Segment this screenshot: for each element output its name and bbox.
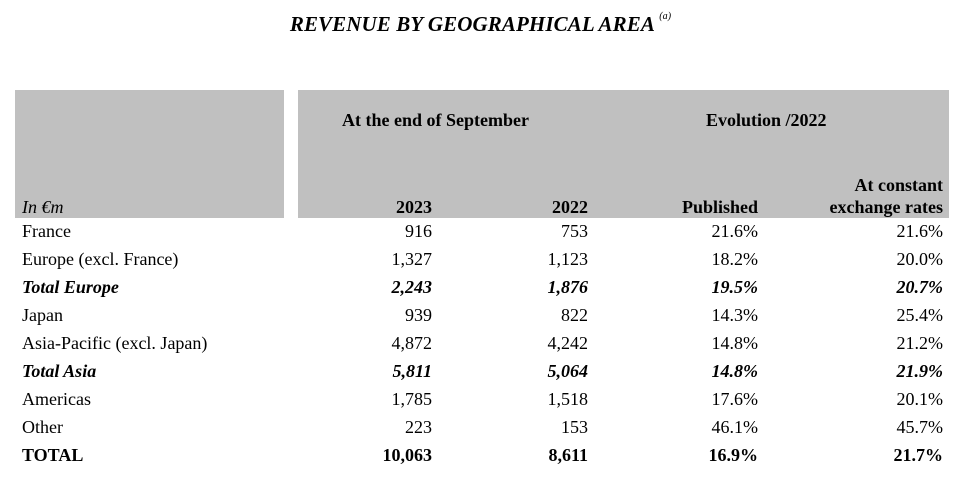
header-col-constant-rates: At constant exchange rates <box>790 174 943 218</box>
table-row: TOTAL 10,063 8,611 16.9% 21.7% <box>0 445 961 473</box>
row-label: Japan <box>22 305 63 325</box>
table-title: REVENUE BY GEOGRAPHICAL AREA (a) <box>0 11 961 37</box>
cell-constant-rates: 21.6% <box>896 221 944 241</box>
table-row: Other 223 153 46.1% 45.7% <box>0 417 961 445</box>
cell-2023: 223 <box>405 417 432 437</box>
row-label: Americas <box>22 389 91 409</box>
table-row: Total Europe 2,243 1,876 19.5% 20.7% <box>0 277 961 305</box>
cell-2023: 1,785 <box>391 389 433 409</box>
row-label: Total Asia <box>22 361 97 381</box>
cell-2023: 10,063 <box>382 445 433 465</box>
cell-2023: 2,243 <box>391 277 433 297</box>
cell-published: 46.1% <box>711 417 759 437</box>
header-col-constant-line2: exchange rates <box>829 197 943 217</box>
header-col-constant-line1: At constant <box>854 175 944 195</box>
cell-constant-rates: 25.4% <box>896 305 944 325</box>
cell-constant-rates: 21.7% <box>893 445 944 465</box>
cell-published: 19.5% <box>711 277 759 297</box>
cell-2022: 4,242 <box>547 333 589 353</box>
table-row: Japan 939 822 14.3% 25.4% <box>0 305 961 333</box>
table-row: Europe (excl. France) 1,327 1,123 18.2% 20.0… <box>0 249 961 277</box>
row-label: TOTAL <box>22 445 84 465</box>
cell-constant-rates: 20.0% <box>896 249 944 269</box>
row-label: Total Europe <box>22 277 119 297</box>
row-label: Europe (excl. France) <box>22 249 179 269</box>
cell-published: 17.6% <box>711 389 759 409</box>
header-group-evolution: Evolution /2022 <box>706 110 827 130</box>
table-row: Total Asia 5,811 5,064 14.8% 21.9% <box>0 361 961 389</box>
header-shade-label-column <box>15 90 284 218</box>
cell-constant-rates: 20.1% <box>896 389 944 409</box>
table-row: France 916 753 21.6% 21.6% <box>0 221 961 249</box>
row-label: Asia-Pacific (excl. Japan) <box>22 333 208 353</box>
header-col-2023: 2023 <box>396 197 432 217</box>
cell-2023: 939 <box>405 305 432 325</box>
cell-published: 14.8% <box>711 361 759 381</box>
header-unit-label: In €m <box>22 197 64 217</box>
cell-2022: 822 <box>561 305 588 325</box>
cell-constant-rates: 20.7% <box>896 277 944 297</box>
cell-published: 21.6% <box>711 221 759 241</box>
title-text: REVENUE BY GEOGRAPHICAL AREA <box>289 12 654 36</box>
table-row: Americas 1,785 1,518 17.6% 20.1% <box>0 389 961 417</box>
cell-2023: 4,872 <box>391 333 433 353</box>
cell-2023: 1,327 <box>391 249 433 269</box>
title-footnote-marker: (a) <box>659 11 672 22</box>
cell-2022: 1,518 <box>547 389 589 409</box>
header-col-published: Published <box>681 197 758 217</box>
cell-2023: 5,811 <box>392 361 432 381</box>
cell-constant-rates: 45.7% <box>896 417 944 437</box>
row-label: Other <box>22 417 63 437</box>
cell-2022: 5,064 <box>547 361 589 381</box>
cell-2022: 1,123 <box>547 249 589 269</box>
header-col-2022: 2022 <box>552 197 588 217</box>
cell-2022: 753 <box>561 221 588 241</box>
cell-2023: 916 <box>405 221 432 241</box>
header-group-period: At the end of September <box>342 110 529 130</box>
cell-constant-rates: 21.9% <box>896 361 944 381</box>
cell-published: 14.3% <box>711 305 759 325</box>
row-label: France <box>22 221 71 241</box>
cell-2022: 1,876 <box>547 277 589 297</box>
table-row: Asia-Pacific (excl. Japan) 4,872 4,242 14.8… <box>0 333 961 361</box>
header-shade-value-columns <box>298 90 949 218</box>
cell-constant-rates: 21.2% <box>896 333 944 353</box>
cell-2022: 153 <box>561 417 588 437</box>
cell-published: 16.9% <box>708 445 759 465</box>
cell-published: 18.2% <box>711 249 759 269</box>
cell-published: 14.8% <box>711 333 759 353</box>
cell-2022: 8,611 <box>548 445 588 465</box>
